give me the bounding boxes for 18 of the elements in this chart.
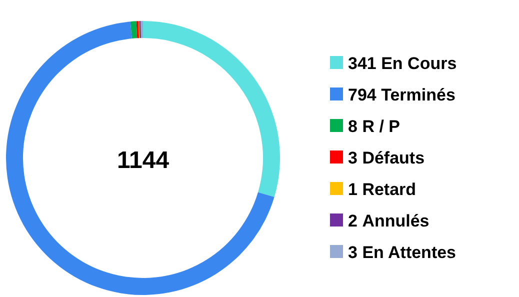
data-label: 1: [348, 180, 358, 199]
legend-label: En Cours: [381, 54, 457, 73]
donut-slice: [136, 21, 140, 38]
legend-label: Défauts: [362, 148, 425, 168]
data-label: 3: [348, 148, 358, 168]
legend-label: En Attentes: [362, 243, 456, 262]
legend-label: Retard: [362, 180, 416, 199]
data-label: 8: [348, 117, 358, 136]
data-label: 3: [348, 243, 358, 262]
data-label: 794: [348, 86, 376, 104]
legend-label: Annulés: [362, 212, 430, 230]
donut-slice: [6, 22, 274, 295]
legend-label: R / P: [362, 117, 400, 136]
legend-label: Terminés: [381, 86, 456, 104]
donut-slice: [130, 21, 138, 39]
text: 1144: [116, 147, 170, 174]
data-label: 341: [348, 54, 376, 73]
data-label: 2: [348, 212, 358, 230]
